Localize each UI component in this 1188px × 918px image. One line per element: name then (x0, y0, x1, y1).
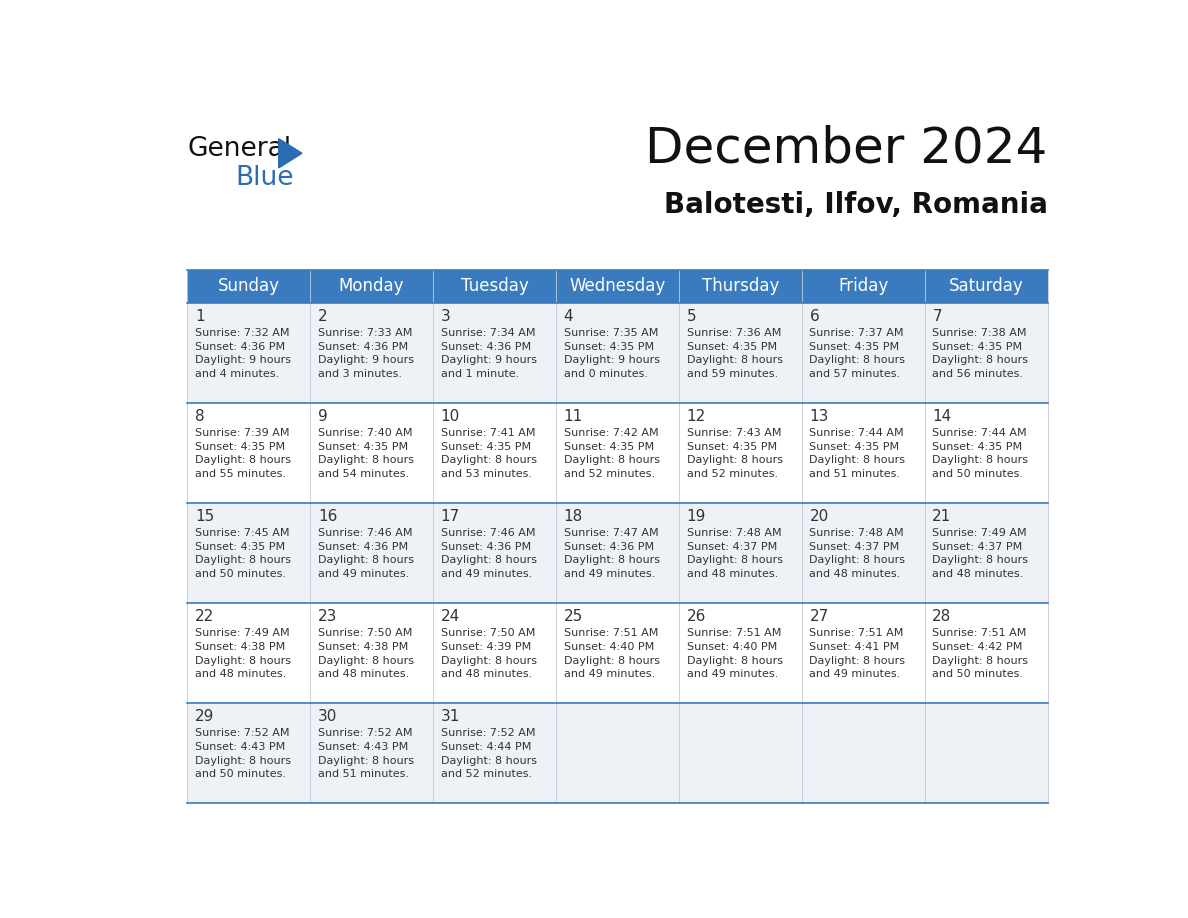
Text: 12: 12 (687, 409, 706, 424)
Text: Sunrise: 7:43 AM
Sunset: 4:35 PM
Daylight: 8 hours
and 52 minutes.: Sunrise: 7:43 AM Sunset: 4:35 PM Dayligh… (687, 428, 783, 479)
Text: Sunrise: 7:48 AM
Sunset: 4:37 PM
Daylight: 8 hours
and 48 minutes.: Sunrise: 7:48 AM Sunset: 4:37 PM Dayligh… (809, 528, 905, 579)
Text: Sunrise: 7:52 AM
Sunset: 4:44 PM
Daylight: 8 hours
and 52 minutes.: Sunrise: 7:52 AM Sunset: 4:44 PM Dayligh… (441, 729, 537, 779)
Text: December 2024: December 2024 (645, 124, 1048, 172)
Text: Sunrise: 7:49 AM
Sunset: 4:37 PM
Daylight: 8 hours
and 48 minutes.: Sunrise: 7:49 AM Sunset: 4:37 PM Dayligh… (933, 528, 1029, 579)
Text: 16: 16 (318, 509, 337, 524)
Text: 31: 31 (441, 710, 460, 724)
Text: 7: 7 (933, 308, 942, 324)
Text: 30: 30 (318, 710, 337, 724)
Text: Sunrise: 7:51 AM
Sunset: 4:40 PM
Daylight: 8 hours
and 49 minutes.: Sunrise: 7:51 AM Sunset: 4:40 PM Dayligh… (563, 628, 659, 679)
Text: Friday: Friday (838, 277, 889, 296)
Text: Sunrise: 7:52 AM
Sunset: 4:43 PM
Daylight: 8 hours
and 51 minutes.: Sunrise: 7:52 AM Sunset: 4:43 PM Dayligh… (318, 729, 413, 779)
Text: Sunrise: 7:45 AM
Sunset: 4:35 PM
Daylight: 8 hours
and 50 minutes.: Sunrise: 7:45 AM Sunset: 4:35 PM Dayligh… (195, 528, 291, 579)
Text: Sunrise: 7:51 AM
Sunset: 4:41 PM
Daylight: 8 hours
and 49 minutes.: Sunrise: 7:51 AM Sunset: 4:41 PM Dayligh… (809, 628, 905, 679)
Text: 26: 26 (687, 610, 706, 624)
Text: 11: 11 (563, 409, 583, 424)
Text: 21: 21 (933, 509, 952, 524)
Text: Sunrise: 7:48 AM
Sunset: 4:37 PM
Daylight: 8 hours
and 48 minutes.: Sunrise: 7:48 AM Sunset: 4:37 PM Dayligh… (687, 528, 783, 579)
Text: 1: 1 (195, 308, 204, 324)
Text: Sunrise: 7:35 AM
Sunset: 4:35 PM
Daylight: 9 hours
and 0 minutes.: Sunrise: 7:35 AM Sunset: 4:35 PM Dayligh… (563, 328, 659, 379)
Text: Tuesday: Tuesday (461, 277, 529, 296)
Bar (188, 303, 1048, 403)
Text: Sunrise: 7:33 AM
Sunset: 4:36 PM
Daylight: 9 hours
and 3 minutes.: Sunrise: 7:33 AM Sunset: 4:36 PM Dayligh… (318, 328, 413, 379)
Text: 23: 23 (318, 610, 337, 624)
Polygon shape (279, 139, 302, 168)
Text: Sunrise: 7:37 AM
Sunset: 4:35 PM
Daylight: 8 hours
and 57 minutes.: Sunrise: 7:37 AM Sunset: 4:35 PM Dayligh… (809, 328, 905, 379)
Text: Sunrise: 7:42 AM
Sunset: 4:35 PM
Daylight: 8 hours
and 52 minutes.: Sunrise: 7:42 AM Sunset: 4:35 PM Dayligh… (563, 428, 659, 479)
Bar (188, 503, 1048, 603)
Text: Sunrise: 7:46 AM
Sunset: 4:36 PM
Daylight: 8 hours
and 49 minutes.: Sunrise: 7:46 AM Sunset: 4:36 PM Dayligh… (441, 528, 537, 579)
Text: 2: 2 (318, 308, 328, 324)
Text: 27: 27 (809, 610, 829, 624)
Text: Sunrise: 7:46 AM
Sunset: 4:36 PM
Daylight: 8 hours
and 49 minutes.: Sunrise: 7:46 AM Sunset: 4:36 PM Dayligh… (318, 528, 413, 579)
Text: Wednesday: Wednesday (569, 277, 665, 296)
Bar (188, 603, 1048, 703)
Text: 22: 22 (195, 610, 214, 624)
Text: 10: 10 (441, 409, 460, 424)
Text: Sunrise: 7:39 AM
Sunset: 4:35 PM
Daylight: 8 hours
and 55 minutes.: Sunrise: 7:39 AM Sunset: 4:35 PM Dayligh… (195, 428, 291, 479)
Text: Sunrise: 7:50 AM
Sunset: 4:38 PM
Daylight: 8 hours
and 48 minutes.: Sunrise: 7:50 AM Sunset: 4:38 PM Dayligh… (318, 628, 413, 679)
Text: 14: 14 (933, 409, 952, 424)
Text: 28: 28 (933, 610, 952, 624)
Text: Sunrise: 7:44 AM
Sunset: 4:35 PM
Daylight: 8 hours
and 50 minutes.: Sunrise: 7:44 AM Sunset: 4:35 PM Dayligh… (933, 428, 1029, 479)
Text: 3: 3 (441, 308, 450, 324)
Text: Balotesti, Ilfov, Romania: Balotesti, Ilfov, Romania (664, 191, 1048, 219)
Text: Sunrise: 7:51 AM
Sunset: 4:42 PM
Daylight: 8 hours
and 50 minutes.: Sunrise: 7:51 AM Sunset: 4:42 PM Dayligh… (933, 628, 1029, 679)
Text: Sunrise: 7:34 AM
Sunset: 4:36 PM
Daylight: 9 hours
and 1 minute.: Sunrise: 7:34 AM Sunset: 4:36 PM Dayligh… (441, 328, 537, 379)
Text: Sunrise: 7:50 AM
Sunset: 4:39 PM
Daylight: 8 hours
and 48 minutes.: Sunrise: 7:50 AM Sunset: 4:39 PM Dayligh… (441, 628, 537, 679)
Text: 18: 18 (563, 509, 583, 524)
Text: Sunrise: 7:51 AM
Sunset: 4:40 PM
Daylight: 8 hours
and 49 minutes.: Sunrise: 7:51 AM Sunset: 4:40 PM Dayligh… (687, 628, 783, 679)
Text: 6: 6 (809, 308, 820, 324)
Text: 5: 5 (687, 308, 696, 324)
Text: Sunrise: 7:40 AM
Sunset: 4:35 PM
Daylight: 8 hours
and 54 minutes.: Sunrise: 7:40 AM Sunset: 4:35 PM Dayligh… (318, 428, 413, 479)
Text: Sunrise: 7:47 AM
Sunset: 4:36 PM
Daylight: 8 hours
and 49 minutes.: Sunrise: 7:47 AM Sunset: 4:36 PM Dayligh… (563, 528, 659, 579)
Text: Monday: Monday (339, 277, 404, 296)
Text: 15: 15 (195, 509, 214, 524)
Text: Sunrise: 7:52 AM
Sunset: 4:43 PM
Daylight: 8 hours
and 50 minutes.: Sunrise: 7:52 AM Sunset: 4:43 PM Dayligh… (195, 729, 291, 779)
Text: 17: 17 (441, 509, 460, 524)
Text: 19: 19 (687, 509, 706, 524)
Text: 13: 13 (809, 409, 829, 424)
Text: 9: 9 (318, 409, 328, 424)
Text: 8: 8 (195, 409, 204, 424)
Text: Sunrise: 7:41 AM
Sunset: 4:35 PM
Daylight: 8 hours
and 53 minutes.: Sunrise: 7:41 AM Sunset: 4:35 PM Dayligh… (441, 428, 537, 479)
Bar (188, 270, 1048, 303)
Text: Sunrise: 7:44 AM
Sunset: 4:35 PM
Daylight: 8 hours
and 51 minutes.: Sunrise: 7:44 AM Sunset: 4:35 PM Dayligh… (809, 428, 905, 479)
Text: Saturday: Saturday (949, 277, 1023, 296)
Text: 4: 4 (563, 308, 574, 324)
Bar (188, 403, 1048, 503)
Text: Sunday: Sunday (217, 277, 279, 296)
Text: Sunrise: 7:36 AM
Sunset: 4:35 PM
Daylight: 8 hours
and 59 minutes.: Sunrise: 7:36 AM Sunset: 4:35 PM Dayligh… (687, 328, 783, 379)
Text: General: General (188, 136, 291, 162)
Text: 24: 24 (441, 610, 460, 624)
Text: Sunrise: 7:32 AM
Sunset: 4:36 PM
Daylight: 9 hours
and 4 minutes.: Sunrise: 7:32 AM Sunset: 4:36 PM Dayligh… (195, 328, 291, 379)
Text: Sunrise: 7:38 AM
Sunset: 4:35 PM
Daylight: 8 hours
and 56 minutes.: Sunrise: 7:38 AM Sunset: 4:35 PM Dayligh… (933, 328, 1029, 379)
Bar (188, 703, 1048, 803)
Text: Thursday: Thursday (702, 277, 779, 296)
Text: Sunrise: 7:49 AM
Sunset: 4:38 PM
Daylight: 8 hours
and 48 minutes.: Sunrise: 7:49 AM Sunset: 4:38 PM Dayligh… (195, 628, 291, 679)
Text: 29: 29 (195, 710, 214, 724)
Text: 25: 25 (563, 610, 583, 624)
Text: Blue: Blue (235, 165, 293, 191)
Text: 20: 20 (809, 509, 829, 524)
